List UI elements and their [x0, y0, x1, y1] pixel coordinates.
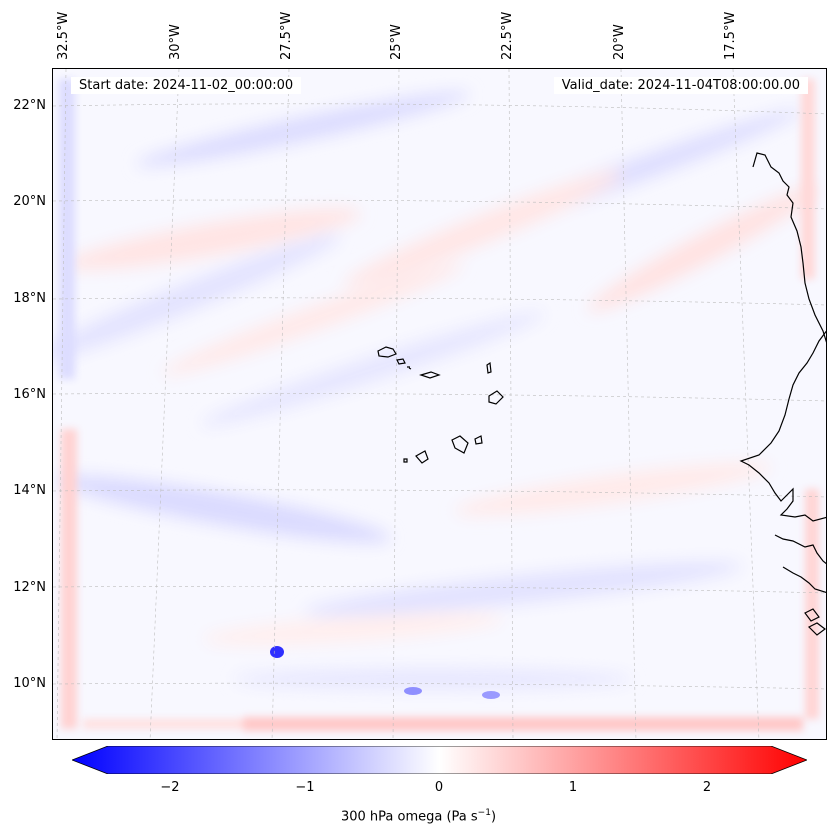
colorbar-body — [72, 746, 807, 774]
omega-field — [53, 69, 826, 739]
updraft-patch — [404, 687, 422, 695]
colorbar-tick-label: 1 — [568, 780, 578, 795]
lat-label-14n: 14°N — [13, 483, 46, 498]
graticule — [53, 69, 826, 739]
lat-label-10n: 10°N — [13, 676, 46, 691]
lon-label-25w: 25°W — [389, 24, 404, 60]
lon-label-22-5w: 22.5°W — [500, 11, 515, 60]
west-africa-coastline — [739, 152, 826, 636]
lon-label-30w: 30°W — [168, 24, 183, 60]
lon-label-20w: 20°W — [612, 24, 627, 60]
colorbar-label: 300 hPa omega (Pa s−1) — [340, 808, 497, 825]
lon-label-27-5w: 27.5°W — [279, 11, 294, 60]
lat-label-18n: 18°N — [13, 291, 46, 306]
updraft-patch — [482, 691, 500, 699]
colorbar-tick-label: −2 — [160, 780, 180, 795]
colorbar-tick-label: 2 — [702, 780, 712, 795]
lat-label-20n: 20°N — [13, 194, 46, 209]
field-background — [53, 69, 826, 739]
lat-label-22n: 22°N — [13, 98, 46, 113]
colorbar-tick-label: 0 — [434, 780, 444, 795]
lat-label-12n: 12°N — [13, 580, 46, 595]
lon-label-32-5w: 32.5°W — [56, 11, 71, 60]
lon-label-17-5w: 17.5°W — [723, 11, 738, 60]
valid-date-label: Valid_date: 2024-11-04T08:00:00.00 — [553, 77, 808, 94]
lat-label-16n: 16°N — [13, 387, 46, 402]
strong-updraft-spot — [270, 646, 284, 658]
colorbar — [72, 746, 807, 774]
map-panel — [52, 68, 827, 740]
cape-verde-islands — [377, 346, 504, 464]
colorbar-tick-label: −1 — [295, 780, 315, 795]
start-date-label: Start date: 2024-11-02_00:00:00 — [71, 77, 302, 94]
